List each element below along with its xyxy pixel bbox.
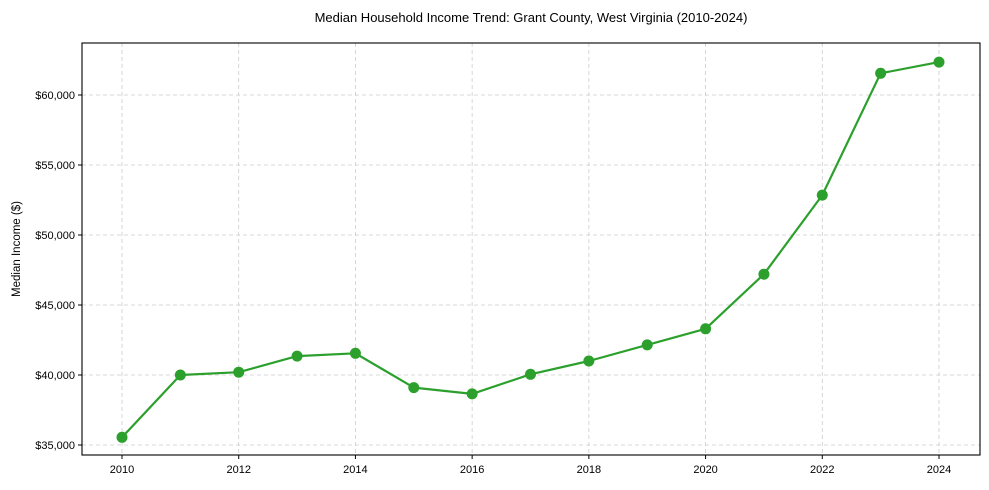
data-point-marker <box>408 382 420 394</box>
y-tick-label: $35,000 <box>35 440 75 452</box>
data-point-marker <box>349 347 361 359</box>
y-tick-label: $50,000 <box>35 230 75 242</box>
data-point-marker <box>116 431 128 443</box>
data-point-marker <box>291 350 303 362</box>
y-tick-label: $55,000 <box>35 160 75 172</box>
x-tick-label: 2010 <box>110 464 134 476</box>
axis-ticks: 2010 2012 2014 2016 2018 2020 2022 2024 $35,000 $… <box>35 90 951 476</box>
data-point-marker <box>233 366 245 378</box>
x-tick-label: 2012 <box>226 464 250 476</box>
x-tick-label: 2020 <box>693 464 717 476</box>
y-tick-label: $40,000 <box>35 370 75 382</box>
x-tick-label: 2024 <box>927 464 951 476</box>
data-point-marker <box>700 323 712 335</box>
data-point-marker <box>466 388 478 400</box>
data-point-marker <box>816 189 828 201</box>
data-point-marker <box>583 355 595 367</box>
data-point-marker <box>758 268 770 280</box>
y-tick-label: $60,000 <box>35 90 75 102</box>
income-line <box>121 61 940 439</box>
x-tick-label: 2014 <box>343 464 367 476</box>
y-tick-label: $45,000 <box>35 300 75 312</box>
data-point-marker <box>875 67 887 79</box>
data-point-marker <box>933 56 945 68</box>
chart-title: Median Household Income Trend: Grant Cou… <box>315 10 748 25</box>
x-tick-label: 2016 <box>460 464 484 476</box>
x-tick-label: 2018 <box>577 464 601 476</box>
plot-area-frame <box>81 42 981 456</box>
data-point-marker <box>174 369 186 381</box>
grid-lines <box>82 43 980 455</box>
data-point-marker <box>641 339 653 351</box>
data-series <box>116 56 945 443</box>
y-axis-label: Median Income ($) <box>11 201 23 297</box>
data-point-marker <box>525 368 536 380</box>
x-tick-label: 2022 <box>810 464 834 476</box>
